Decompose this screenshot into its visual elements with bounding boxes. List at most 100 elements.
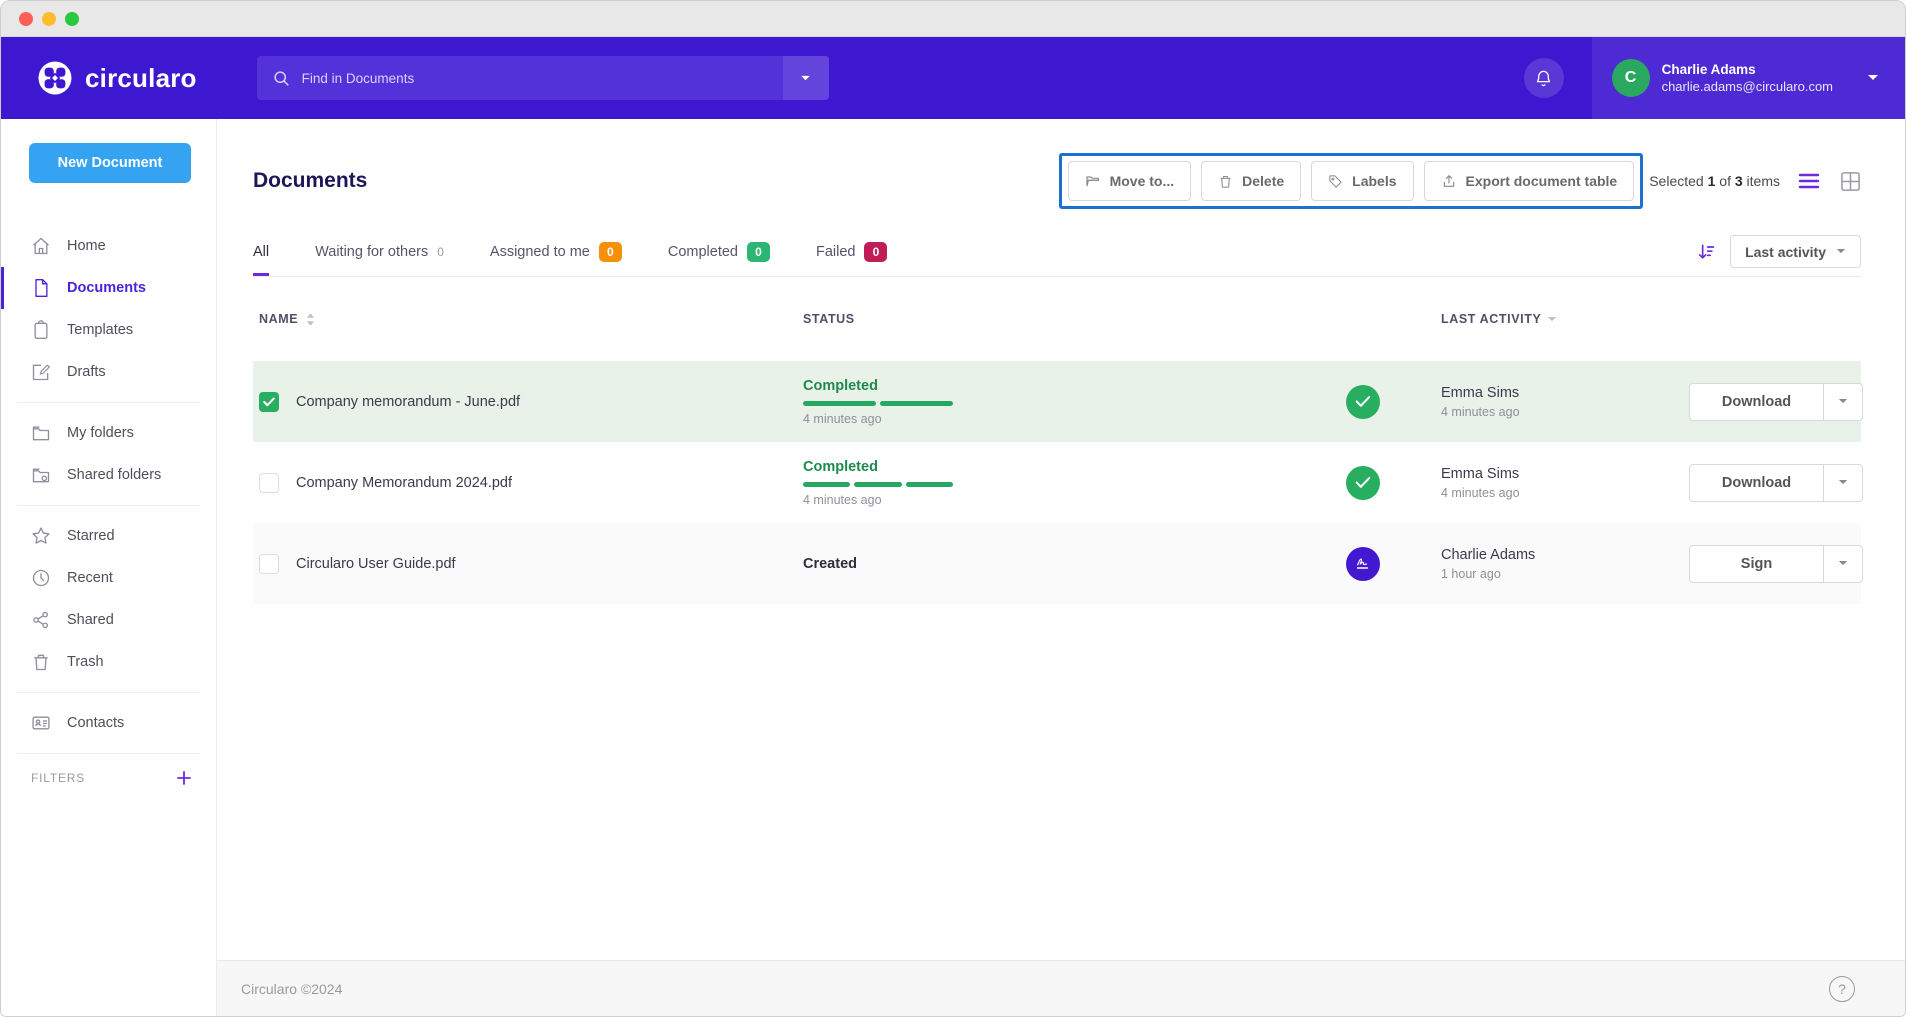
sidebar-divider bbox=[17, 753, 200, 754]
table-row[interactable]: Circularo User Guide.pdf Created bbox=[253, 523, 1863, 604]
sidebar-item-label: Drafts bbox=[67, 364, 106, 380]
document-name[interactable]: Circularo User Guide.pdf bbox=[296, 555, 456, 572]
tab-label: Completed bbox=[667, 244, 738, 260]
status-label: Created bbox=[803, 555, 857, 572]
title-row: Documents Move to... Delete bbox=[253, 153, 1861, 209]
sidebar-item-my-folders[interactable]: My folders bbox=[1, 412, 216, 454]
copyright-text: Circularo ©2024 bbox=[241, 980, 343, 997]
move-to-button[interactable]: Move to... bbox=[1067, 161, 1192, 201]
search-scope-dropdown[interactable] bbox=[782, 56, 829, 100]
sidebar-nav: Home Documents Templates Drafts bbox=[1, 225, 216, 786]
notifications-button[interactable] bbox=[1523, 58, 1564, 98]
search-input[interactable] bbox=[301, 70, 783, 86]
draft-icon bbox=[32, 364, 50, 381]
tab-assigned-to-me[interactable]: Assigned to me 0 bbox=[490, 242, 622, 276]
sort-direction-icon[interactable] bbox=[1696, 242, 1716, 262]
shared-folder-icon bbox=[32, 468, 50, 483]
sidebar-item-templates[interactable]: Templates bbox=[1, 309, 216, 351]
sidebar-item-starred[interactable]: Starred bbox=[1, 515, 216, 557]
sidebar-item-home[interactable]: Home bbox=[1, 225, 216, 267]
sidebar-item-label: Shared folders bbox=[67, 467, 162, 483]
document-icon bbox=[35, 279, 48, 297]
filters-label: FILTERS bbox=[31, 771, 86, 785]
chevron-down-icon bbox=[1836, 249, 1846, 254]
action-dropdown-button[interactable] bbox=[1824, 465, 1862, 501]
add-filter-button[interactable] bbox=[176, 770, 192, 786]
footer: Circularo ©2024 ? bbox=[217, 960, 1905, 1016]
document-name[interactable]: Company Memorandum 2024.pdf bbox=[296, 474, 513, 491]
table-row[interactable]: Company memorandum - June.pdf Completed … bbox=[253, 361, 1863, 442]
download-button[interactable]: Download bbox=[1721, 474, 1792, 491]
share-icon bbox=[33, 611, 48, 629]
zoom-window-button[interactable] bbox=[65, 11, 79, 26]
labels-button[interactable]: Labels bbox=[1311, 161, 1414, 201]
row-action-button-group: Sign bbox=[1689, 544, 1863, 583]
tab-count-badge: 0 bbox=[864, 242, 888, 262]
status-cell: Created bbox=[803, 556, 1346, 572]
action-dropdown-button[interactable] bbox=[1824, 546, 1862, 582]
chevron-down-icon bbox=[1548, 316, 1557, 321]
brand-logo[interactable]: circularo bbox=[37, 60, 197, 96]
help-button[interactable]: ? bbox=[1829, 975, 1855, 1002]
tab-waiting-for-others[interactable]: Waiting for others 0 bbox=[315, 242, 444, 276]
delete-button[interactable]: Delete bbox=[1201, 161, 1302, 201]
export-document-table-button[interactable]: Export document table bbox=[1423, 161, 1635, 201]
row-checkbox[interactable] bbox=[259, 391, 279, 412]
tab-label: All bbox=[253, 244, 270, 260]
check-icon bbox=[1355, 476, 1371, 488]
column-header-last-activity[interactable]: LAST ACTIVITY bbox=[1441, 312, 1689, 326]
row-checkbox[interactable] bbox=[259, 553, 279, 574]
sidebar-item-contacts[interactable]: Contacts bbox=[1, 702, 216, 744]
sidebar-item-documents[interactable]: Documents bbox=[1, 267, 216, 309]
selected-count: 1 bbox=[1707, 173, 1716, 189]
trash-icon bbox=[34, 654, 48, 671]
status-time: 4 minutes ago bbox=[803, 411, 882, 426]
tab-failed[interactable]: Failed 0 bbox=[816, 242, 888, 276]
column-header-name[interactable]: NAME bbox=[253, 312, 803, 326]
sidebar-item-drafts[interactable]: Drafts bbox=[1, 351, 216, 393]
row-checkbox[interactable] bbox=[259, 472, 279, 493]
sidebar-divider bbox=[17, 402, 200, 403]
close-window-button[interactable] bbox=[19, 11, 33, 26]
total-count: 3 bbox=[1734, 173, 1743, 189]
template-icon bbox=[34, 320, 48, 339]
tab-label: Failed bbox=[815, 244, 856, 260]
header-right: C Charlie Adams charlie.adams@circularo.… bbox=[1523, 37, 1905, 119]
tab-completed[interactable]: Completed 0 bbox=[668, 242, 770, 276]
tab-count-badge: 0 bbox=[598, 242, 622, 262]
grid-view-button[interactable] bbox=[1840, 171, 1861, 192]
download-button[interactable]: Download bbox=[1721, 393, 1792, 410]
sidebar-item-shared-folders[interactable]: Shared folders bbox=[1, 454, 216, 496]
divider bbox=[1823, 545, 1824, 582]
status-complete-icon bbox=[1346, 384, 1380, 419]
minimize-window-button[interactable] bbox=[42, 11, 56, 26]
user-info: Charlie Adams charlie.adams@circularo.co… bbox=[1662, 62, 1833, 94]
sidebar-item-label: Documents bbox=[67, 280, 146, 296]
action-dropdown-button[interactable] bbox=[1824, 384, 1862, 420]
sidebar-item-shared[interactable]: Shared bbox=[1, 599, 216, 641]
chevron-down-icon bbox=[801, 75, 811, 80]
tab-all[interactable]: All bbox=[253, 242, 270, 276]
column-header-status[interactable]: STATUS bbox=[803, 312, 855, 326]
document-name[interactable]: Company memorandum - June.pdf bbox=[296, 393, 521, 410]
sidebar-item-label: My folders bbox=[67, 425, 134, 441]
list-view-button[interactable] bbox=[1798, 172, 1820, 190]
sidebar-item-recent[interactable]: Recent bbox=[1, 557, 216, 599]
divider bbox=[1823, 464, 1824, 501]
export-icon bbox=[1443, 175, 1454, 187]
new-document-button[interactable]: New Document bbox=[29, 143, 191, 183]
sort-by-dropdown[interactable]: Last activity bbox=[1730, 235, 1861, 268]
sidebar-item-label: Recent bbox=[67, 570, 113, 586]
bulk-actions-highlight-box: Move to... Delete Labels bbox=[1058, 153, 1644, 209]
home-icon bbox=[33, 237, 49, 255]
table-header: NAME STATUS LAST ACTIVITY bbox=[253, 277, 1861, 361]
check-icon bbox=[263, 397, 275, 406]
sidebar-item-label: Home bbox=[67, 238, 106, 254]
chevron-down-icon bbox=[1868, 75, 1878, 80]
chevron-down-icon bbox=[1838, 399, 1848, 404]
sidebar-item-trash[interactable]: Trash bbox=[1, 641, 216, 683]
circularo-logo-icon bbox=[38, 61, 72, 95]
table-row[interactable]: Company Memorandum 2024.pdf Completed 4 … bbox=[253, 442, 1863, 523]
user-menu[interactable]: C Charlie Adams charlie.adams@circularo.… bbox=[1591, 37, 1905, 119]
sign-button[interactable]: Sign bbox=[1740, 555, 1773, 572]
